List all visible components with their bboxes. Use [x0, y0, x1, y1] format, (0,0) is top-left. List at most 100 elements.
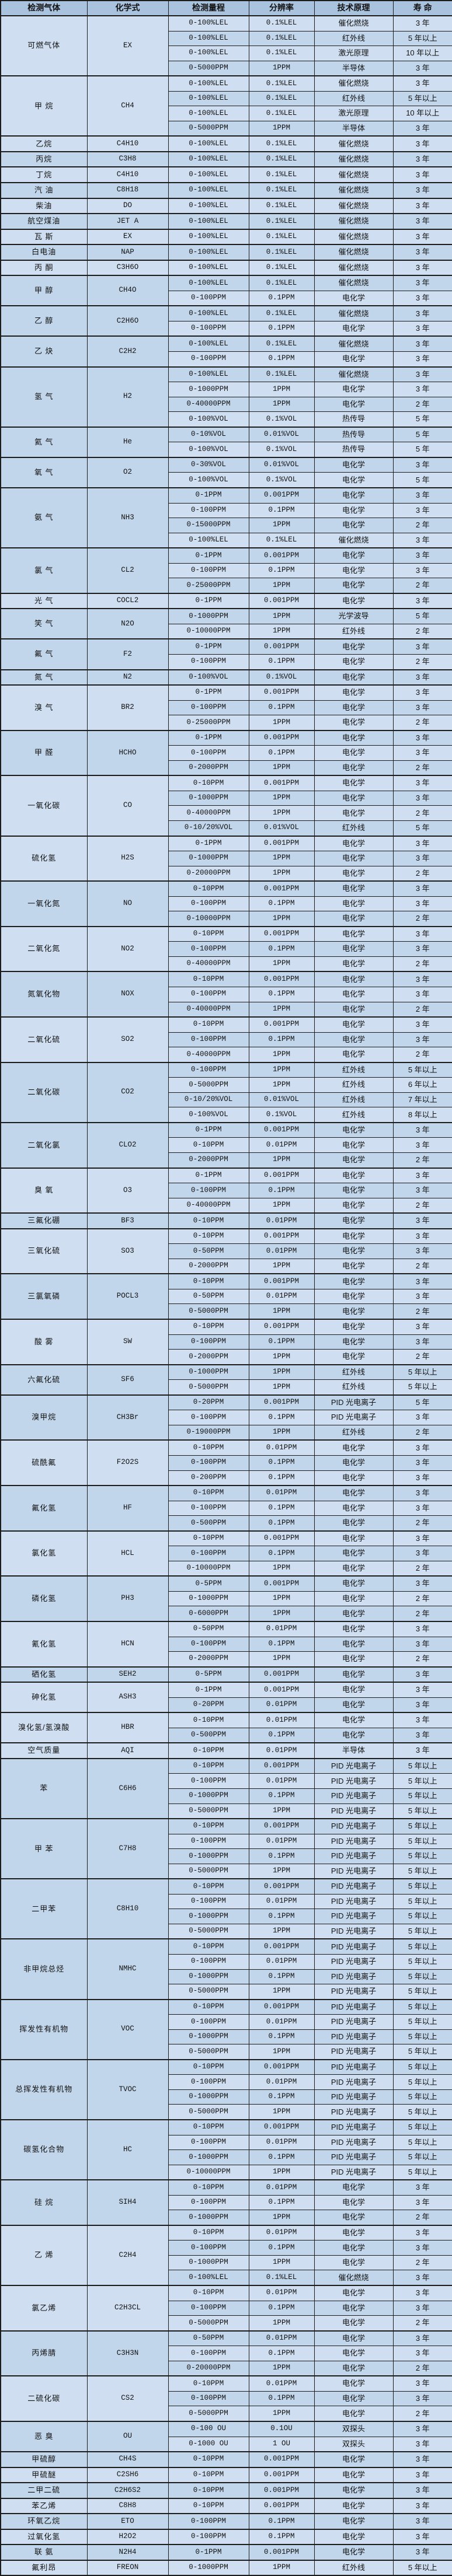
principle-cell: 红外线: [314, 1424, 394, 1441]
resolution-cell: 1PPM: [248, 911, 315, 927]
principle-cell: 电化学: [314, 1455, 394, 1471]
table-row: 0-1000PPM 1PPM 电化学 3 年: [1, 382, 452, 397]
resolution-cell: 0.1PPM: [248, 2089, 315, 2105]
gas-name-cell: 氦 气: [0, 426, 88, 458]
lifespan-cell: 10 年以上: [392, 46, 452, 61]
lifespan-cell: 5 年以上: [392, 1773, 452, 1789]
range-cell: 0-100%LEL: [168, 2270, 249, 2286]
principle-cell: PID 光电离子: [314, 1833, 394, 1850]
lifespan-cell: 5 年以上: [392, 2149, 452, 2165]
resolution-cell: 0.1%LEL: [248, 305, 315, 321]
table-row: 氯 气 CL2 0-1PPM 0.001PPM 电化学 3 年: [0, 547, 452, 594]
resolution-cell: 0.001PPM: [248, 1319, 315, 1335]
range-cell: 0-200PPM: [168, 1470, 249, 1486]
chemical-formula-cell: VOC: [86, 1998, 169, 2060]
resolution-cell: 0.001PPM: [248, 1878, 315, 1895]
lifespan-cell: 3 年: [392, 2270, 452, 2286]
lifespan-cell: 5 年以上: [392, 1379, 452, 1396]
range-cell: 0-1000PPM: [168, 2210, 249, 2226]
gas-name-cell: 苯乙烯: [0, 2497, 88, 2514]
table-row: 丙烷 C3H8 0-100%LEL 0.1%LEL 催化燃烧 3 年: [0, 151, 452, 167]
table-row: 过氧化氢 H2O2 0-100PPM 0.1PPM 电化学 3 年: [0, 2528, 452, 2545]
lifespan-cell: 3 年: [392, 2346, 452, 2361]
table-row: 甲硫醇 CH4S 0-10PPM 0.001PPM 电化学 3 年: [0, 2451, 452, 2468]
range-cell: 0-5000PPM: [168, 2044, 249, 2060]
range-cell: 0-10PPM: [168, 2497, 249, 2514]
lifespan-cell: 3 年: [392, 2497, 452, 2514]
lifespan-cell: 2 年: [392, 1047, 452, 1063]
range-cell: 0-100%LEL: [168, 366, 249, 383]
resolution-cell: 0.1PPM: [248, 1183, 315, 1198]
range-cell: 0-100PPM: [168, 896, 249, 912]
principle-cell: 电化学: [314, 987, 394, 1002]
chemical-formula-cell: EX: [86, 228, 169, 245]
principle-cell: 电化学: [314, 518, 394, 533]
lifespan-cell: 5 年以上: [392, 2104, 452, 2120]
lifespan-cell: 5 年以上: [392, 1909, 452, 1924]
gas-name-cell: 航空煤油: [0, 213, 88, 230]
resolution-cell: 1PPM: [248, 851, 315, 866]
table-row: 0-100PPM 0.1PPM 电化学 3 年: [1, 1455, 452, 1471]
range-cell: 0-100%LEL: [168, 213, 249, 230]
resolution-cell: 0.1PPM: [248, 562, 315, 579]
chemical-formula-cell: C4H10: [86, 166, 169, 183]
range-cell: 0-6000PPM: [168, 1606, 249, 1622]
resolution-cell: 0.001PPM: [248, 971, 315, 988]
resolution-cell: 0.01PPM: [248, 1742, 315, 1759]
table-row: 0-1000PPM 0.1PPM PID 光电离子 5 年以上: [1, 1969, 452, 1985]
gas-name-cell: 二甲苯: [0, 1878, 88, 1939]
lifespan-cell: 2 年: [392, 653, 452, 670]
principle-cell: PID 光电离子: [314, 1923, 394, 1939]
lifespan-cell: 3 年: [392, 562, 452, 579]
chemical-formula-cell: C2H2: [86, 335, 169, 368]
resolution-cell: 0.1PPM: [248, 653, 315, 670]
principle-cell: 电化学: [314, 1273, 394, 1289]
principle-cell: 半导体: [314, 1742, 394, 1759]
range-cell: 0-100PPM: [168, 1032, 249, 1048]
resolution-cell: 0.1PPM: [248, 700, 315, 716]
range-cell: 0-40000PPM: [168, 396, 249, 413]
lifespan-cell: 3 年: [392, 2285, 452, 2301]
lifespan-cell: 5 年以上: [392, 1848, 452, 1864]
gas-name-cell: 三氯氧磷: [0, 1273, 88, 1320]
range-cell: 0-100PPM: [168, 2528, 249, 2545]
table-row: 0-1000PPM 1PPM 电化学 2 年: [1, 2210, 452, 2226]
lifespan-cell: 3 年: [392, 638, 452, 655]
table-row: 挥发性有机物 VOC 0-10PPM 0.001PPM PID 光电离子 5 年以上: [0, 1998, 452, 2060]
table-row: 0-10PPM 0.01PPM 电化学 3 年: [1, 1137, 452, 1154]
range-cell: 0-100%LEL: [168, 166, 249, 183]
lifespan-cell: 5 年以上: [392, 90, 452, 107]
table-row: 0-2000PPM 1PPM 电化学 2 年: [1, 1651, 452, 1668]
resolution-cell: 0.1%LEL: [248, 182, 315, 199]
lifespan-cell: 3 年: [392, 1273, 452, 1289]
gas-name-cell: 瓦 斯: [0, 228, 88, 245]
table-row: 0-40000PPM 1PPM 电化学 2 年: [1, 1197, 452, 1214]
gas-name-cell: 乙 烯: [0, 2224, 88, 2286]
table-row: 氟 气 F2 0-1PPM 0.001PPM 电化学 3 年: [0, 638, 452, 670]
resolution-cell: 0.001PPM: [248, 925, 315, 942]
range-cell: 0-10PPM: [168, 1878, 249, 1895]
range-cell: 0-5000PPM: [168, 1863, 249, 1879]
range-cell: 0-100%LEL: [168, 275, 249, 291]
range-cell: 0-100PPM: [168, 562, 249, 579]
table-header: 检测气体 化学式 检测量程 分辨率 技术原理寿 命: [0, 0, 452, 16]
gas-name-cell: 丁烷: [0, 166, 88, 183]
resolution-cell: 0.001PPM: [248, 1394, 315, 1411]
range-cell: 0-10PPM: [168, 2224, 249, 2241]
range-cell: 0-50PPM: [168, 1620, 249, 1637]
lifespan-cell: 5 年: [392, 1394, 452, 1411]
table-row: 0-100PPM 0.1PPM 电化学 3 年: [1, 1183, 452, 1198]
lifespan-cell: 3 年: [392, 2528, 452, 2545]
gas-name-cell: 丙烯腈: [0, 2330, 88, 2376]
resolution-cell: 1PPM: [248, 1047, 315, 1063]
range-cell: 0-25000PPM: [168, 578, 249, 594]
lifespan-cell: 2 年: [392, 1424, 452, 1441]
range-cell: 0-100%LEL: [168, 244, 249, 261]
range-cell: 0-100PPM: [168, 2300, 249, 2316]
range-cell: 0-1000 OU: [168, 2436, 249, 2452]
resolution-cell: 0.001PPM: [248, 1575, 315, 1592]
lifespan-cell: 3 年: [392, 1228, 452, 1245]
table-row: 0-5000PPM 1PPM PID 光电离子 5 年以上: [1, 2044, 452, 2060]
resolution-cell: 1PPM: [248, 2164, 315, 2180]
gas-name-cell: 二甲二硫: [0, 2482, 88, 2499]
